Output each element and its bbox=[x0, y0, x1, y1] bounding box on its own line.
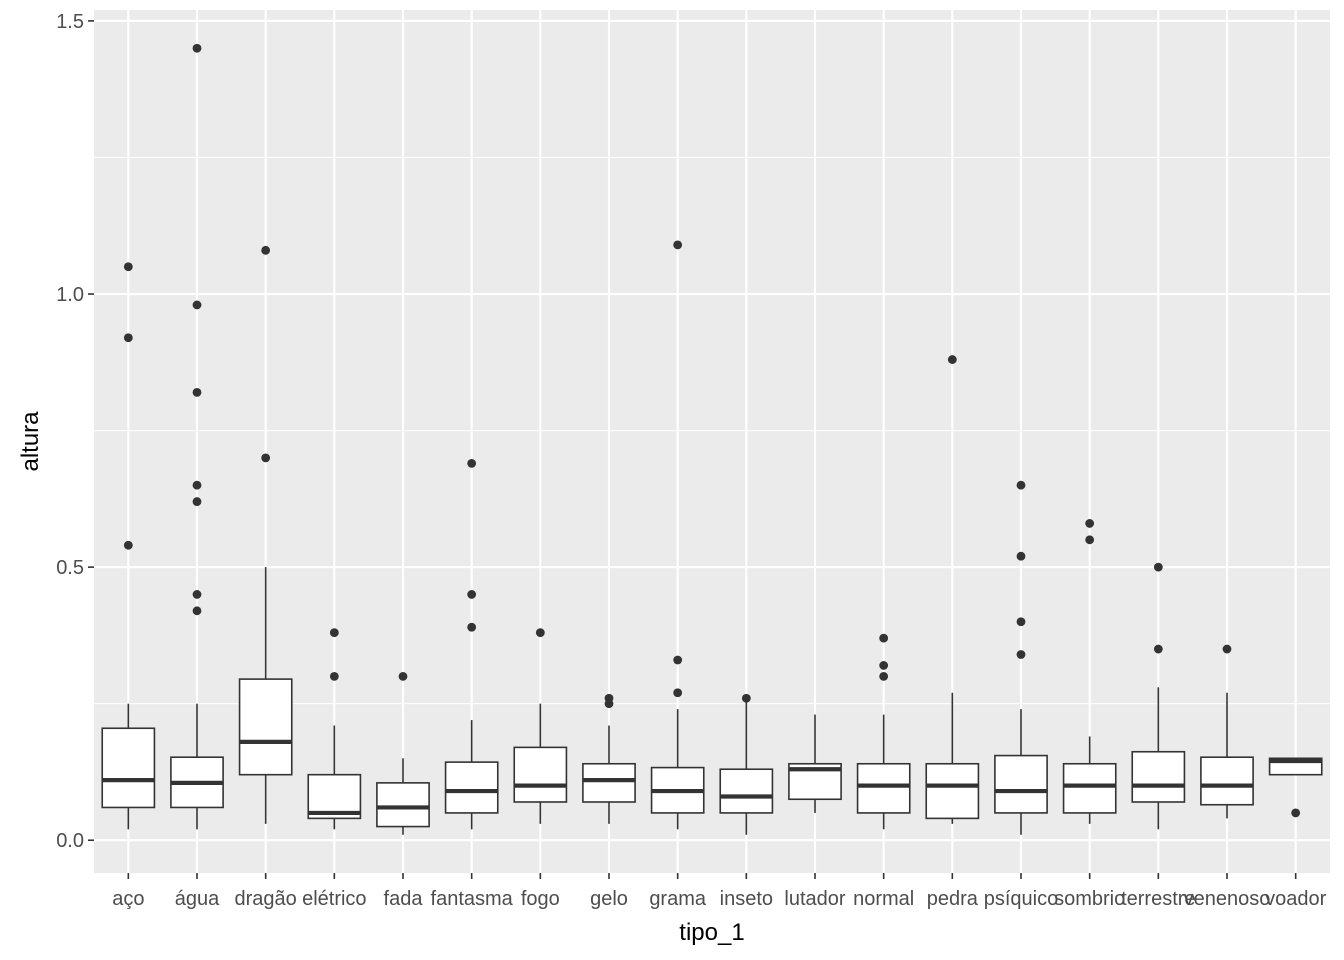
x-tick-label: voador bbox=[1265, 888, 1326, 910]
x-tick-label: água bbox=[175, 888, 220, 910]
plot-panel bbox=[94, 10, 1330, 873]
box-iqr bbox=[994, 754, 1048, 814]
box-lutador bbox=[788, 714, 842, 813]
outlier-point bbox=[673, 240, 683, 250]
outlier-point bbox=[192, 300, 202, 310]
box-iqr bbox=[925, 762, 980, 820]
outlier-point bbox=[329, 671, 339, 681]
outlier-point bbox=[123, 262, 133, 272]
x-tick-label: dragão bbox=[235, 888, 297, 910]
y-axis-title: altura bbox=[17, 411, 44, 472]
outlier-point bbox=[467, 590, 477, 599]
outlier-point bbox=[741, 693, 751, 703]
outlier-point bbox=[192, 387, 202, 397]
box-iqr bbox=[856, 762, 911, 814]
outlier-point bbox=[1222, 644, 1232, 654]
outlier-point bbox=[192, 480, 202, 490]
outlier-point bbox=[947, 355, 957, 364]
x-tick-label: psíquico bbox=[984, 888, 1059, 910]
x-tick-label: terrestre bbox=[1121, 888, 1195, 910]
box-aço bbox=[101, 262, 156, 830]
box-iqr bbox=[444, 761, 499, 814]
x-tick-label: elétrico bbox=[302, 888, 366, 910]
box-fada bbox=[376, 671, 430, 835]
box-voador bbox=[1268, 757, 1323, 818]
box-gelo bbox=[582, 693, 636, 824]
outlier-point bbox=[261, 245, 271, 255]
outlier-point bbox=[1016, 480, 1026, 490]
x-tick-label: fogo bbox=[521, 888, 560, 910]
box-iqr bbox=[582, 762, 636, 803]
y-tick-label: 1.5 bbox=[56, 11, 84, 33]
outlier-point bbox=[1085, 519, 1095, 528]
outlier-point bbox=[1153, 644, 1163, 654]
box-inseto bbox=[719, 693, 774, 835]
x-tick-label: fantasma bbox=[431, 888, 514, 910]
x-tick-label: inseto bbox=[720, 888, 773, 910]
outlier-point bbox=[1016, 617, 1026, 627]
outlier-point bbox=[123, 540, 133, 550]
outlier-point bbox=[673, 655, 683, 665]
y-tick-label: 1.0 bbox=[56, 284, 84, 306]
y-tick-label: 0.0 bbox=[56, 830, 84, 852]
x-tick-label: lutador bbox=[784, 888, 845, 910]
box-layer bbox=[101, 43, 1323, 835]
outlier-point bbox=[467, 458, 477, 468]
box-iqr bbox=[376, 782, 430, 828]
box-iqr bbox=[1131, 750, 1186, 803]
box-dragão bbox=[238, 245, 293, 824]
outlier-point bbox=[398, 671, 408, 681]
outlier-point bbox=[879, 661, 889, 670]
box-iqr bbox=[719, 768, 774, 814]
box-elétrico bbox=[307, 628, 362, 830]
outlier-point bbox=[192, 497, 202, 506]
x-tick-label: normal bbox=[853, 888, 914, 910]
x-axis-title: tipo_1 bbox=[679, 919, 744, 946]
box-grama bbox=[650, 240, 705, 830]
outlier-point bbox=[879, 671, 889, 681]
box-iqr bbox=[1062, 762, 1117, 814]
outlier-point bbox=[604, 699, 614, 709]
outlier-point bbox=[467, 622, 477, 632]
x-tick-label: venenoso bbox=[1184, 888, 1271, 910]
box-venenoso bbox=[1200, 644, 1254, 819]
box-iqr bbox=[1200, 756, 1254, 806]
box-pedra bbox=[925, 355, 980, 824]
outlier-point bbox=[879, 633, 889, 643]
box-sombrio bbox=[1062, 519, 1117, 824]
x-tick-label: pedra bbox=[927, 888, 979, 910]
outlier-point bbox=[261, 453, 271, 463]
outlier-point bbox=[1153, 562, 1163, 572]
outlier-point bbox=[1016, 650, 1026, 659]
outlier-point bbox=[192, 606, 202, 616]
outlier-point bbox=[1291, 808, 1301, 818]
outlier-point bbox=[192, 590, 202, 599]
box-terrestre bbox=[1131, 562, 1186, 830]
x-tick-label: grama bbox=[649, 888, 707, 910]
box-iqr bbox=[101, 727, 156, 809]
outlier-point bbox=[673, 688, 683, 698]
y-tick-label: 0.5 bbox=[56, 557, 84, 579]
box-fantasma bbox=[444, 458, 499, 830]
box-iqr bbox=[238, 678, 293, 776]
outlier-point bbox=[329, 628, 339, 638]
box-psíquico bbox=[994, 480, 1048, 835]
outlier-point bbox=[192, 43, 202, 53]
box-fogo bbox=[513, 628, 568, 824]
x-tick-label: sombrio bbox=[1054, 888, 1125, 910]
outlier-point bbox=[535, 628, 545, 638]
x-tick-label: aço bbox=[112, 888, 144, 910]
outlier-point bbox=[1016, 551, 1026, 561]
axis-layer: 0.0 0.5 1.0 1.5 aço água dragão elétrico fada fan… bbox=[56, 11, 1326, 910]
box-iqr bbox=[513, 746, 568, 803]
x-tick-label: fada bbox=[384, 888, 424, 910]
x-tick-label: gelo bbox=[590, 888, 628, 910]
box-normal bbox=[856, 633, 911, 830]
outlier-point bbox=[1085, 535, 1095, 545]
outlier-point bbox=[123, 333, 133, 343]
box-água bbox=[170, 43, 224, 830]
